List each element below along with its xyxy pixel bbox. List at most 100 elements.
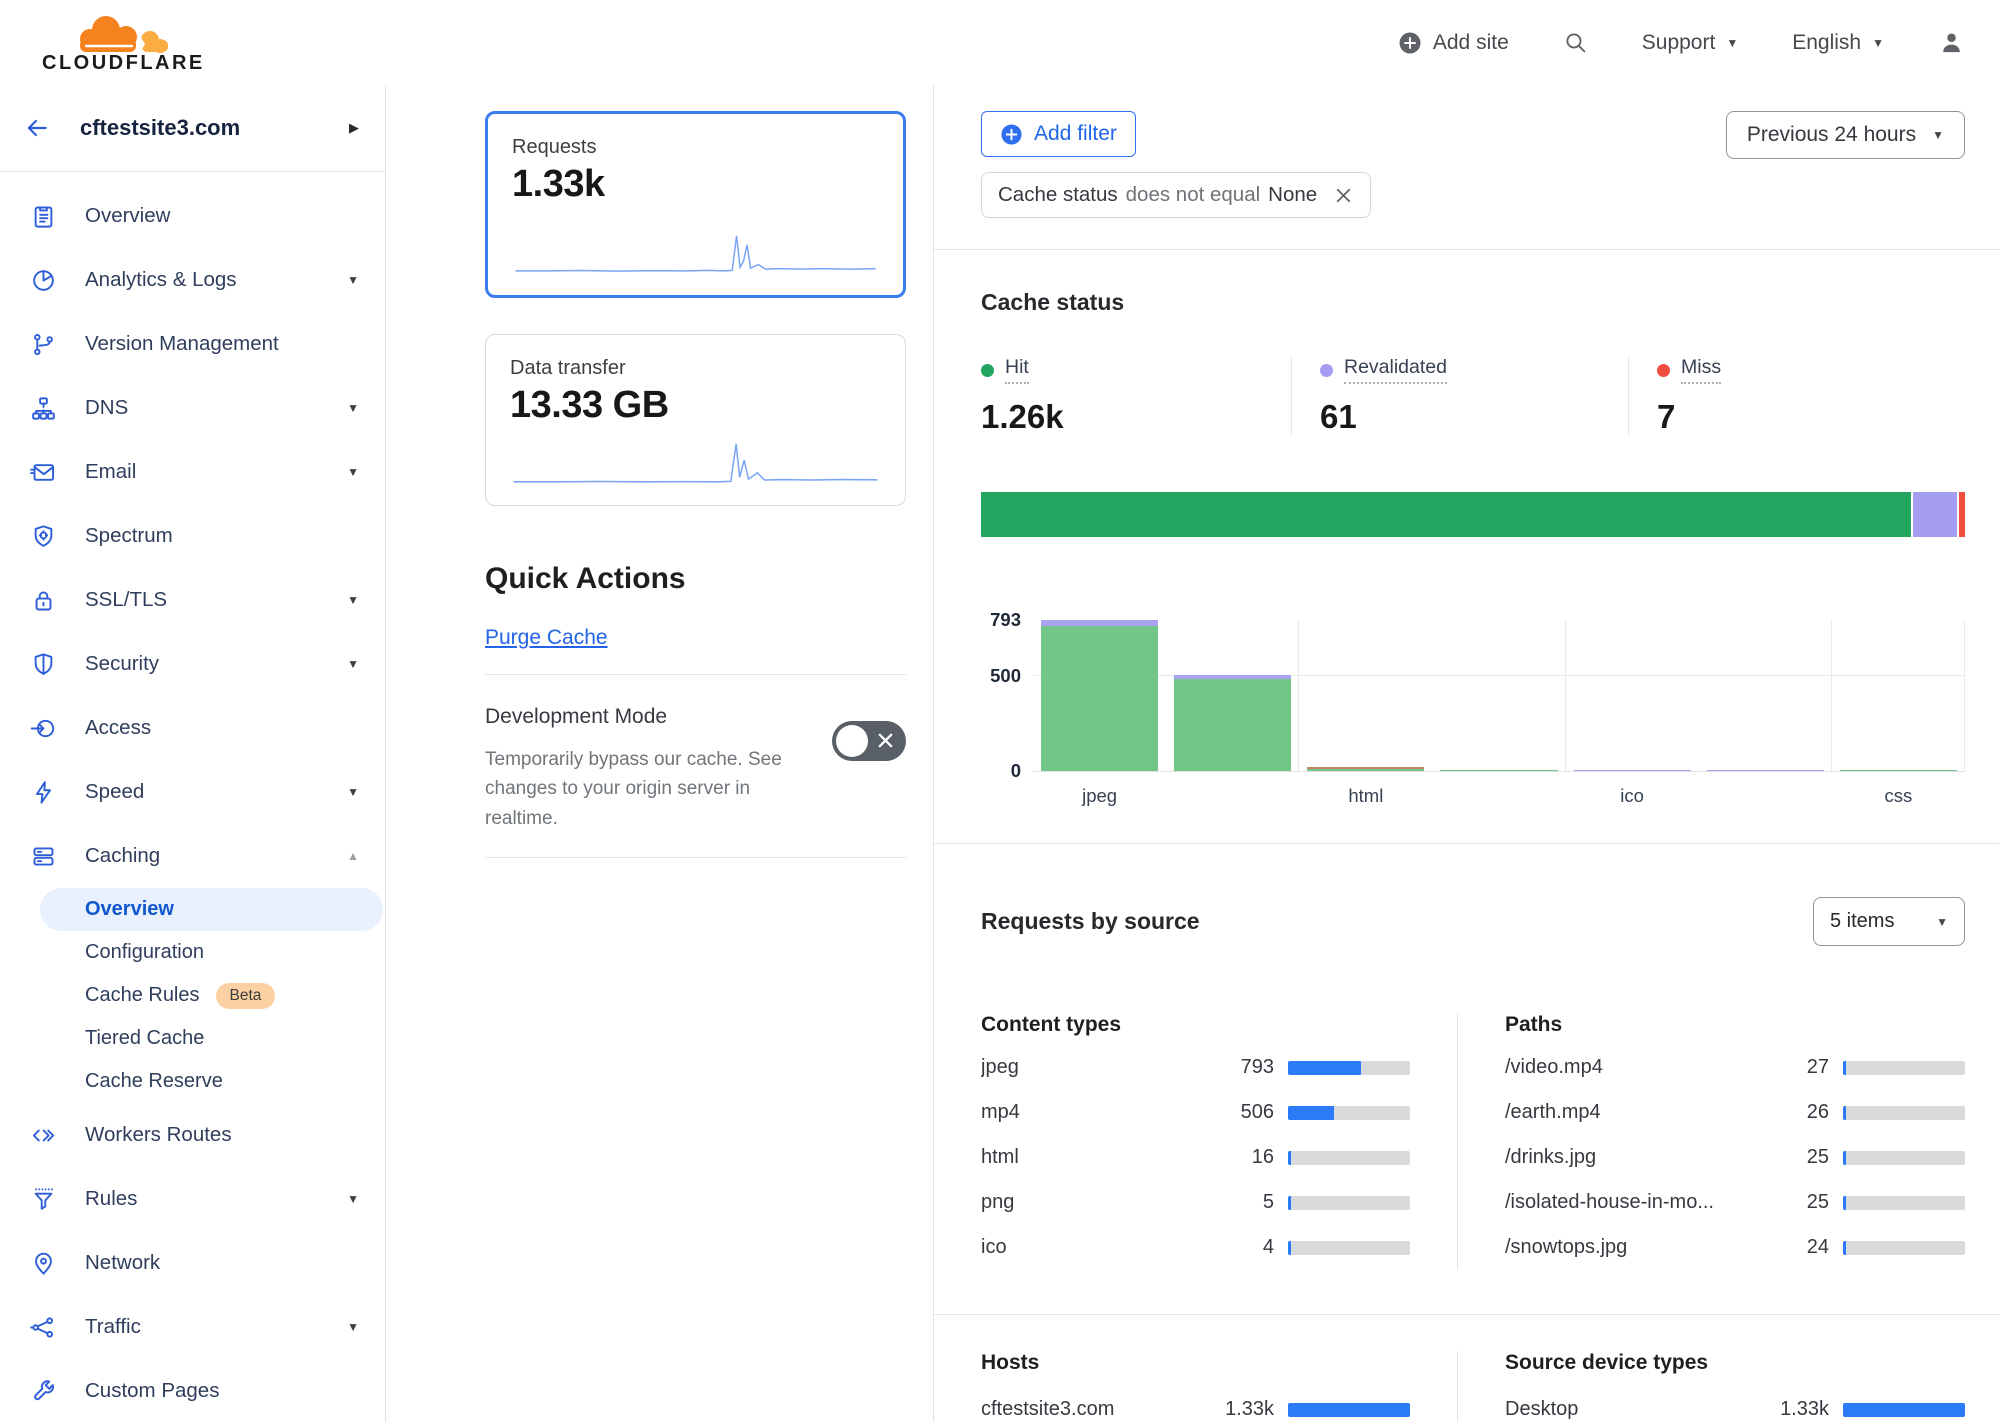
remove-filter-icon[interactable]	[1333, 185, 1354, 206]
divider	[485, 674, 906, 675]
beta-badge: Beta	[215, 982, 276, 1009]
row-bar-track	[1843, 1060, 1965, 1075]
chevron-down-icon: ▼	[1872, 35, 1884, 50]
analytics-panel: Add filter Previous 24 hours ▼ Cache sta…	[934, 85, 1999, 1422]
sidebar-item-custom-pages[interactable]: Custom Pages	[0, 1359, 385, 1422]
sidebar-subitem-configuration[interactable]: Configuration	[0, 931, 385, 974]
bar-slot-html	[1299, 767, 1432, 771]
sidebar-item-label: Workers Routes	[85, 1123, 232, 1146]
cloudflare-logo[interactable]: CLOUDFLARE	[42, 10, 205, 75]
sidebar-item-caching[interactable]: Caching ▲	[0, 824, 385, 888]
sidebar-subitem-tiered-cache[interactable]: Tiered Cache	[0, 1017, 385, 1060]
sidebar-item-label: Security	[85, 652, 160, 675]
sidebar-item-ssl-tls[interactable]: SSL/TLS ▼	[0, 568, 385, 632]
row-value: 16	[1251, 1146, 1274, 1168]
legend-toggle-hit[interactable]: Hit	[981, 356, 1029, 384]
row-bar-fill	[1843, 1150, 1846, 1165]
divider	[934, 249, 1999, 250]
add-filter-button[interactable]: Add filter	[981, 111, 1136, 157]
filter-chip[interactable]: Cache status does not equal None	[981, 172, 1372, 218]
data-transfer-label: Data transfer	[510, 357, 626, 379]
bar-mp4	[1174, 674, 1292, 771]
sidebar-item-label: Caching	[85, 844, 161, 867]
bar-slot-5	[1699, 769, 1832, 771]
chevron-down-icon: ▼	[1932, 128, 1944, 142]
row-value: 4	[1262, 1236, 1274, 1258]
legend-dot-icon	[981, 363, 994, 377]
wrench-icon	[30, 1377, 58, 1405]
bar-segment-revalidated	[1706, 769, 1824, 771]
table-row-earth-mp4: /earth.mp4 26	[1505, 1090, 1965, 1135]
sidebar-subitem-cache-reserve[interactable]: Cache Reserve	[0, 1060, 385, 1103]
row-bar-fill	[1843, 1105, 1846, 1120]
sidebar-item-analytics-logs[interactable]: Analytics & Logs ▼	[0, 248, 385, 312]
development-mode-title: Development Mode	[485, 705, 668, 728]
chart-y-axis: 793 500 0	[981, 609, 1033, 781]
row-label: cftestsite3.com	[981, 1398, 1115, 1420]
chart-x-axis-labels: jpeg html ico css	[1033, 785, 1965, 807]
bar-slot-ico	[1566, 769, 1699, 771]
sidebar-item-access[interactable]: Access	[0, 696, 385, 760]
x-tick-jpeg: jpeg	[1082, 785, 1118, 806]
sidebar-item-traffic[interactable]: Traffic ▼	[0, 1295, 385, 1359]
site-switcher[interactable]: cftestsite3.com ▶	[0, 85, 385, 172]
chevron-down-icon: ▼	[347, 1320, 359, 1334]
lightning-icon	[30, 778, 58, 806]
sidebar-item-workers-routes[interactable]: Workers Routes	[0, 1103, 385, 1167]
gridline-vertical	[1298, 621, 1300, 771]
legend-item-miss: Miss 7	[1628, 356, 1965, 436]
sidebar-nav: Overview Analytics & Logs ▼ Version Managem…	[0, 172, 385, 1422]
sidebar-item-speed[interactable]: Speed ▼	[0, 760, 385, 824]
content-types-section: Content types jpeg 793 mp4 506 html 16 png 5 ico 4	[934, 1013, 1458, 1270]
sidebar-item-network[interactable]: Network	[0, 1231, 385, 1295]
legend-toggle-revalidated[interactable]: Revalidated	[1320, 356, 1447, 384]
x-tick-html: html	[1348, 785, 1384, 806]
legend-toggle-miss[interactable]: Miss	[1657, 356, 1722, 384]
development-mode-toggle[interactable]	[832, 721, 906, 761]
data-transfer-metric-card[interactable]: Data transfer 13.33 GB	[485, 334, 906, 506]
envelope-icon	[30, 458, 58, 486]
row-bar-fill	[1843, 1240, 1846, 1255]
bar-segment-hit	[1440, 769, 1558, 771]
shield-badge-icon	[30, 522, 58, 550]
sidebar-item-dns[interactable]: DNS ▼	[0, 376, 385, 440]
y-tick-0: 0	[1010, 760, 1021, 781]
requests-metric-card[interactable]: Requests 1.33k	[485, 111, 906, 298]
site-name: cftestsite3.com	[80, 115, 241, 140]
items-count-select[interactable]: 5 items ▼	[1813, 897, 1965, 946]
purge-cache-link[interactable]: Purge Cache	[485, 626, 608, 649]
sidebar-item-security[interactable]: Security ▼	[0, 632, 385, 696]
gridline-vertical	[1564, 621, 1566, 771]
legend-dot-icon	[1657, 363, 1670, 377]
sidebar-item-spectrum[interactable]: Spectrum	[0, 504, 385, 568]
sidebar-subitem-label: Cache Reserve	[85, 1070, 223, 1092]
table-row-snowtops-jpg: /snowtops.jpg 24	[1505, 1225, 1965, 1270]
sidebar-item-version-management[interactable]: Version Management	[0, 312, 385, 376]
search-button[interactable]	[1563, 30, 1588, 55]
sidebar-sublist-caching: Overview Configuration Cache Rules Beta Tier…	[0, 888, 385, 1103]
account-menu[interactable]	[1938, 29, 1965, 56]
back-arrow-icon[interactable]	[24, 115, 50, 141]
toggle-knob	[836, 725, 868, 757]
row-bar-fill	[1843, 1402, 1965, 1417]
sidebar-subitem-label: Tiered Cache	[85, 1027, 205, 1049]
search-icon	[1566, 33, 1586, 53]
source-device-types-section: Source device types Desktop 1.33k	[1458, 1351, 1999, 1422]
time-range-select[interactable]: Previous 24 hours ▼	[1725, 111, 1965, 159]
sidebar-item-email[interactable]: Email ▼	[0, 440, 385, 504]
language-menu[interactable]: English ▼	[1792, 30, 1884, 54]
divider	[485, 857, 906, 859]
sidebar-item-overview[interactable]: Overview	[0, 184, 385, 248]
table-rows: Desktop 1.33k	[1505, 1387, 1965, 1422]
legend-label-text: Revalidated	[1344, 356, 1447, 384]
bar-slot-css	[1832, 769, 1965, 771]
add-site-button[interactable]: Add site	[1398, 31, 1509, 55]
legend-item-revalidated: Revalidated 61	[1291, 356, 1628, 436]
summary-column: Requests 1.33k Data transfer 13.33 GB Qu…	[386, 85, 934, 1422]
sidebar-item-rules[interactable]: Rules ▼	[0, 1167, 385, 1231]
x-tick-ico: ico	[1620, 785, 1644, 806]
sidebar-subitem-overview[interactable]: Overview	[40, 888, 383, 931]
support-menu[interactable]: Support ▼	[1641, 30, 1739, 54]
sidebar-subitem-cache-rules[interactable]: Cache Rules Beta	[0, 974, 385, 1017]
data-transfer-value: 13.33 GB	[510, 384, 669, 426]
